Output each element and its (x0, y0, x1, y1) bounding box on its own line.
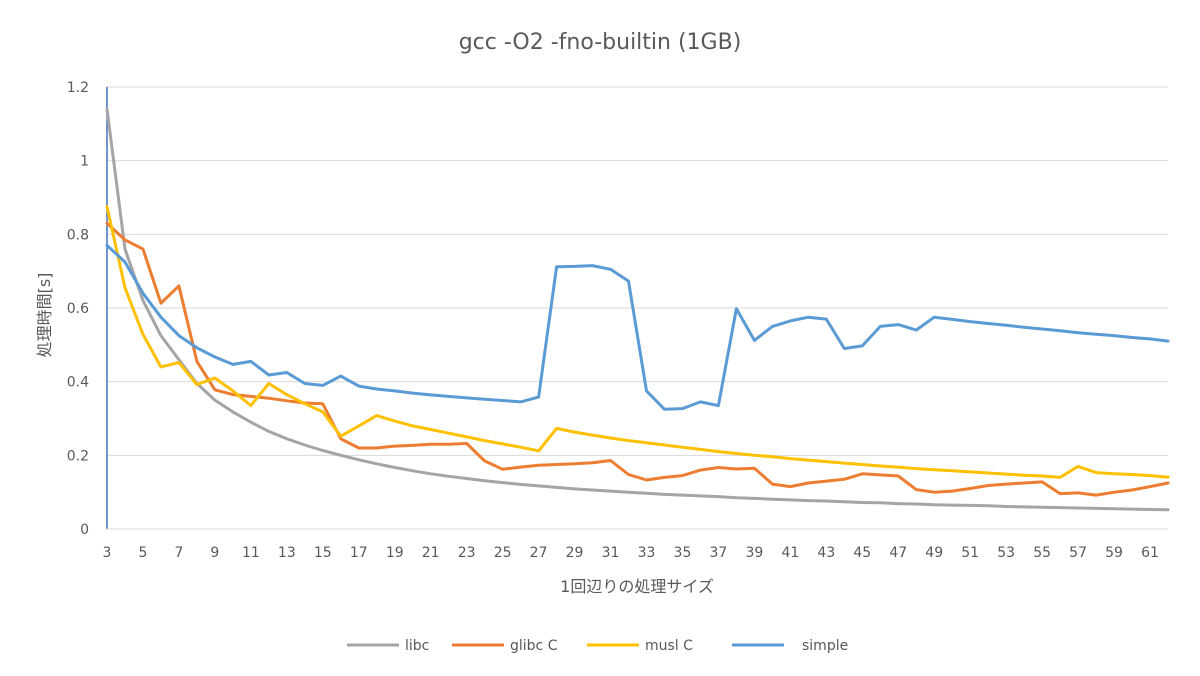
legend-label: musl C (645, 638, 693, 654)
series-lines (105, 107, 1170, 512)
x-tick-label: 57 (1069, 545, 1087, 561)
x-tick-label: 27 (530, 545, 548, 561)
x-tick-label: 55 (1033, 545, 1051, 561)
x-tick-label: 43 (817, 545, 835, 561)
legend: libc glibc C musl C simple (347, 638, 848, 654)
y-tick-label: 0.2 (67, 448, 89, 464)
x-tick-label: 15 (314, 545, 332, 561)
x-tick-label: 37 (710, 545, 728, 561)
x-tick-label: 41 (781, 545, 799, 561)
x-tick-label: 29 (566, 545, 584, 561)
y-tick-label: 0.6 (67, 301, 89, 317)
y-axis-title: 処理時間[s] (35, 273, 54, 358)
x-tick-label: 47 (889, 545, 907, 561)
x-tick-label: 45 (853, 545, 871, 561)
x-tick-label: 39 (745, 545, 763, 561)
legend-label: glibc C (510, 638, 558, 654)
x-tick-label: 19 (386, 545, 404, 561)
x-tick-label: 33 (638, 545, 656, 561)
x-tick-label: 21 (422, 545, 440, 561)
x-tick-label: 51 (961, 545, 979, 561)
x-tick-label: 53 (997, 545, 1015, 561)
x-tick-label: 31 (602, 545, 620, 561)
x-tick-label: 3 (103, 545, 112, 561)
x-axis-title: 1回辺りの処理サイズ (560, 577, 714, 596)
y-tick-label: 0 (80, 522, 89, 538)
series-line-simple (105, 243, 1170, 411)
x-tick-label: 59 (1105, 545, 1123, 561)
gridlines (107, 86, 1168, 530)
x-tick-label: 11 (242, 545, 260, 561)
x-tick-label: 35 (674, 545, 692, 561)
x-tick-label: 25 (494, 545, 512, 561)
x-tick-label: 9 (210, 545, 219, 561)
x-tick-label: 49 (925, 545, 943, 561)
y-tick-label: 1 (80, 154, 89, 170)
legend-label: libc (405, 638, 429, 654)
x-tick-label: 61 (1141, 545, 1159, 561)
series-line-glibc-c (105, 221, 1170, 497)
y-tick-label: 1.2 (67, 80, 89, 96)
x-axis: 3 5 7 9 11 13 15 17 19 21 23 25 27 29 31 33 35 37 39 41 43 45… (103, 528, 1168, 561)
series-line-musl-c (105, 205, 1170, 479)
series-line-libc (105, 107, 1170, 512)
x-tick-label: 13 (278, 545, 296, 561)
legend-label: simple (802, 638, 848, 654)
x-tick-label: 17 (350, 545, 368, 561)
chart-title: gcc -O2 -fno-builtin (1GB) (459, 30, 742, 55)
y-tick-label: 0.8 (67, 227, 89, 243)
y-tick-label: 0.4 (67, 375, 89, 391)
y-axis: 0 0.2 0.4 0.6 0.8 1 1.2 (67, 80, 108, 538)
x-tick-label: 7 (174, 545, 183, 561)
x-tick-label: 5 (139, 545, 148, 561)
x-tick-label: 23 (458, 545, 476, 561)
